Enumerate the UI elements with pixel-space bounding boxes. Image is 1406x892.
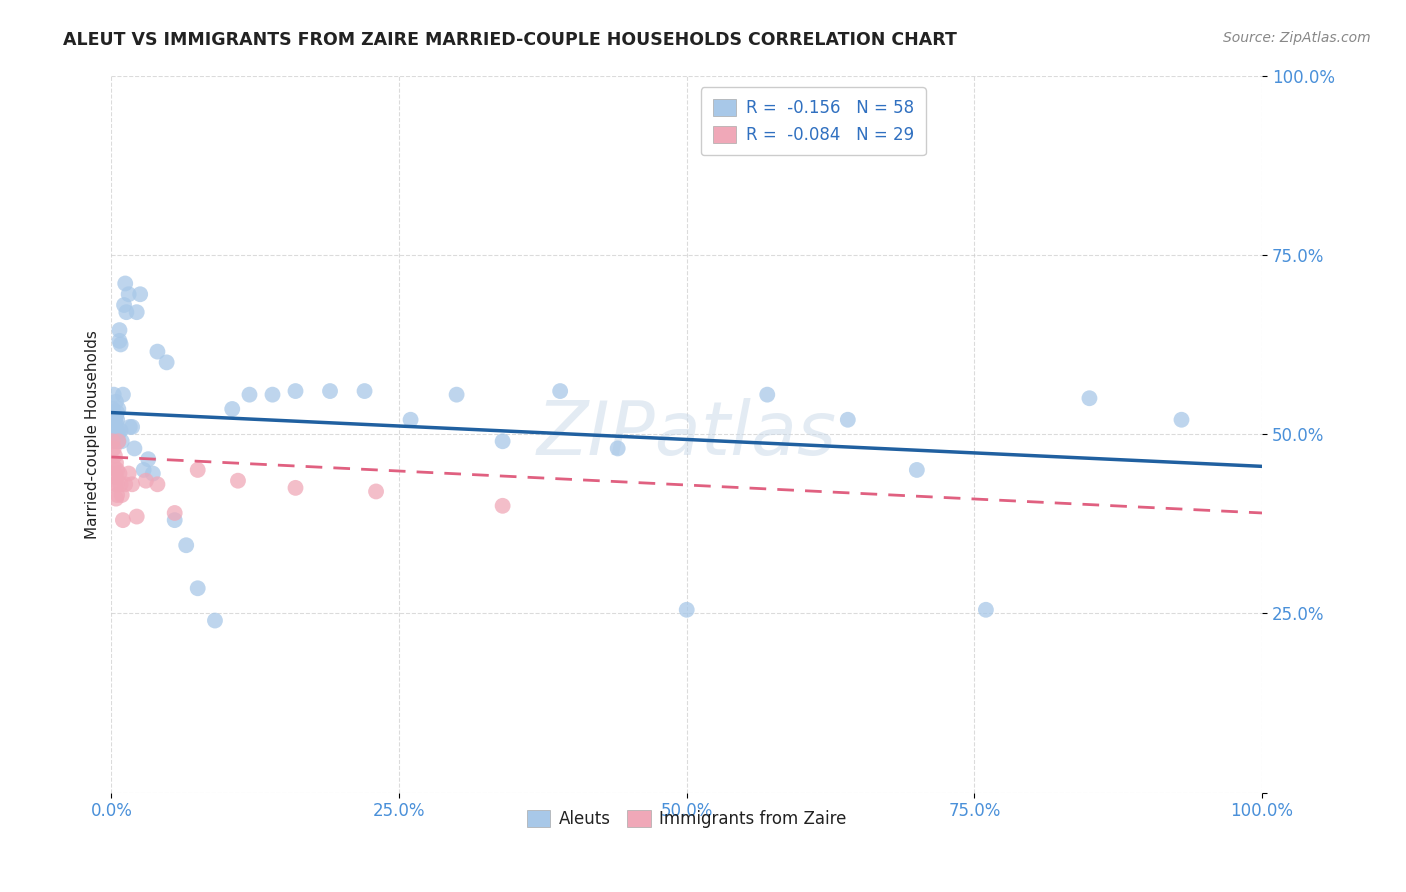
Point <box>284 481 307 495</box>
Text: Source: ZipAtlas.com: Source: ZipAtlas.com <box>1223 31 1371 45</box>
Point <box>105 394 128 409</box>
Point <box>156 355 179 369</box>
Point <box>491 499 513 513</box>
Point <box>142 467 165 481</box>
Point <box>110 424 132 438</box>
Point <box>446 387 468 401</box>
Point <box>111 387 134 401</box>
Point <box>491 434 513 449</box>
Point <box>146 477 169 491</box>
Point <box>974 603 997 617</box>
Point <box>174 538 197 552</box>
Point <box>105 456 128 470</box>
Point <box>115 305 138 319</box>
Point <box>114 477 136 491</box>
Point <box>163 506 186 520</box>
Point <box>129 287 152 301</box>
Point <box>226 474 249 488</box>
Point <box>104 434 127 449</box>
Point <box>125 509 148 524</box>
Point <box>238 387 260 401</box>
Point <box>103 387 125 401</box>
Point <box>146 344 169 359</box>
Point <box>187 581 209 595</box>
Point <box>121 477 143 491</box>
Point <box>103 459 125 474</box>
Y-axis label: Married-couple Households: Married-couple Households <box>86 330 100 539</box>
Point <box>399 413 422 427</box>
Point <box>107 402 129 417</box>
Point <box>125 305 148 319</box>
Point <box>221 402 243 417</box>
Point <box>1078 391 1101 405</box>
Point <box>118 420 141 434</box>
Point <box>124 442 146 456</box>
Point <box>105 470 128 484</box>
Point <box>104 413 127 427</box>
Point <box>136 452 159 467</box>
Point <box>364 484 387 499</box>
Point <box>104 449 127 463</box>
Point <box>103 442 125 456</box>
Point <box>104 420 127 434</box>
Point <box>105 491 128 506</box>
Point <box>110 337 132 351</box>
Point <box>112 298 135 312</box>
Point <box>905 463 928 477</box>
Point <box>111 513 134 527</box>
Point <box>107 427 129 442</box>
Point <box>284 384 307 398</box>
Point <box>108 334 131 348</box>
Point <box>187 463 209 477</box>
Text: ALEUT VS IMMIGRANTS FROM ZAIRE MARRIED-COUPLE HOUSEHOLDS CORRELATION CHART: ALEUT VS IMMIGRANTS FROM ZAIRE MARRIED-C… <box>63 31 957 49</box>
Text: ZIPatlas: ZIPatlas <box>537 398 837 470</box>
Point <box>108 323 131 337</box>
Point <box>105 427 128 442</box>
Point <box>108 467 131 481</box>
Point <box>118 287 141 301</box>
Point <box>353 384 375 398</box>
Point <box>110 477 132 491</box>
Point <box>105 477 128 491</box>
Point <box>204 614 226 628</box>
Point <box>606 442 628 456</box>
Point <box>105 409 128 424</box>
Point <box>105 417 128 431</box>
Point <box>135 474 157 488</box>
Point <box>107 434 129 449</box>
Point <box>837 413 859 427</box>
Point <box>107 434 129 449</box>
Point <box>104 467 127 481</box>
Point <box>105 413 128 427</box>
Point <box>1170 413 1192 427</box>
Legend: Aleuts, Immigrants from Zaire: Aleuts, Immigrants from Zaire <box>520 803 853 835</box>
Point <box>163 513 186 527</box>
Point <box>756 387 779 401</box>
Point <box>132 463 155 477</box>
Point <box>548 384 571 398</box>
Point <box>118 467 141 481</box>
Point <box>103 406 125 420</box>
Point <box>101 402 124 417</box>
Point <box>262 387 284 401</box>
Point <box>104 477 127 491</box>
Point <box>111 434 134 449</box>
Point <box>105 463 128 477</box>
Point <box>105 424 128 438</box>
Point <box>319 384 342 398</box>
Point <box>114 277 136 291</box>
Point <box>121 420 143 434</box>
Point <box>111 488 134 502</box>
Point <box>105 406 128 420</box>
Point <box>675 603 697 617</box>
Point <box>105 488 128 502</box>
Point <box>101 434 124 449</box>
